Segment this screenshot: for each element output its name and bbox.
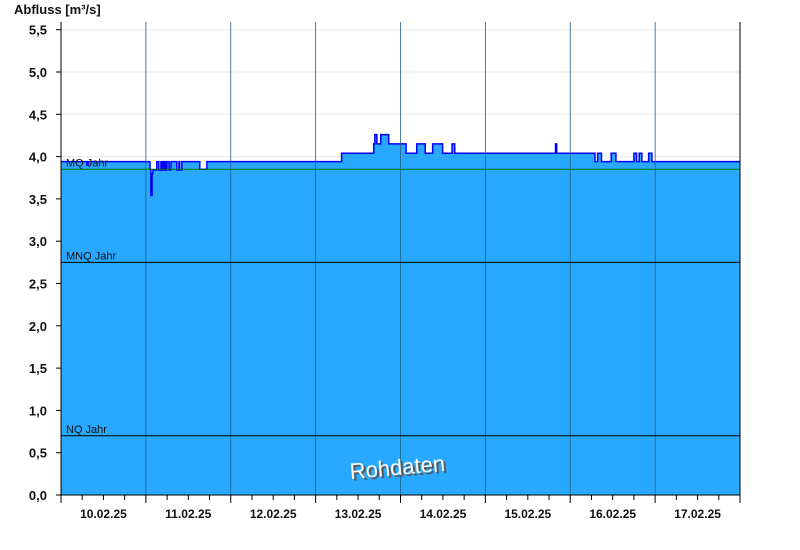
y-tick-label: 4,5 [29,107,47,122]
y-tick-label: 5,5 [29,23,47,38]
x-tick-label: 14.02.25 [420,507,467,521]
y-tick-label: 0,5 [29,446,47,461]
x-tick-label: 13.02.25 [335,507,382,521]
y-tick-label: 1,0 [29,403,47,418]
reference-line-label: MNQ Jahr [66,250,116,262]
x-tick-label: 17.02.25 [674,507,721,521]
reference-line-label: NQ Jahr [66,424,107,436]
x-tick-label: 10.02.25 [80,507,127,521]
y-axis-title: Abfluss [m³/s] [14,2,101,17]
y-tick-label: 0,0 [29,488,47,503]
y-tick-label: 2,0 [29,319,47,334]
y-tick-label: 3,5 [29,192,47,207]
y-tick-label: 2,5 [29,277,47,292]
x-tick-label: 11.02.25 [165,507,211,521]
y-tick-label: 1,5 [29,361,47,376]
y-tick-label: 4,0 [29,150,47,165]
reference-line-label: MQ Jahr [66,157,109,169]
x-tick-label: 12.02.25 [250,507,297,521]
x-tick-label: 15.02.25 [504,507,551,521]
x-tick-label: 16.02.25 [589,507,636,521]
y-tick-label: 3,0 [29,234,47,249]
discharge-line [61,133,740,197]
y-tick-label: 5,0 [29,65,47,80]
